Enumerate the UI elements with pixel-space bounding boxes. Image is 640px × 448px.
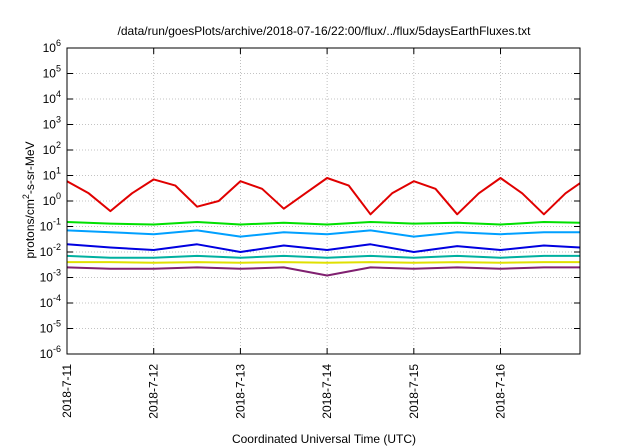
y-axis-ticks: 10-6 10-5 10-4 10-3 10-2 10-1 100 101 102 103 104 1… xyxy=(40,38,61,361)
x-tick-label: 2018-7-13 xyxy=(233,364,247,419)
x-axis-label: Coordinated Universal Time (UTC) xyxy=(232,432,416,446)
y-axis-label: protons/cm2-s-sr-MeV xyxy=(21,141,37,258)
chart-title: /data/run/goesPlots/archive/2018-07-16/2… xyxy=(118,24,532,38)
x-tick-label: 2018-7-12 xyxy=(147,364,161,419)
x-tick-label: 2018-7-15 xyxy=(407,364,421,419)
y-tick-label: 10-2 xyxy=(40,242,61,259)
x-tick-label: 2018-7-14 xyxy=(320,364,334,419)
x-tick-label: 2018-7-16 xyxy=(494,364,508,419)
y-tick-label: 101 xyxy=(43,166,61,183)
y-tick-label: 10-1 xyxy=(40,217,61,234)
series-line xyxy=(66,221,581,226)
series-line xyxy=(66,266,580,277)
series-line xyxy=(66,229,580,238)
y-tick-label: 104 xyxy=(43,89,61,106)
series-line xyxy=(66,254,580,259)
data-series xyxy=(66,177,581,277)
y-tick-label: 100 xyxy=(43,191,61,208)
y-tick-label: 10-4 xyxy=(40,293,61,310)
y-tick-label: 106 xyxy=(43,38,61,55)
y-tick-label: 103 xyxy=(43,115,61,132)
y-tick-label: 102 xyxy=(43,140,61,157)
series-line xyxy=(66,177,581,216)
y-tick-label: 10-6 xyxy=(40,344,61,361)
series-line xyxy=(67,261,580,264)
series-line xyxy=(66,243,581,253)
grid-lines xyxy=(67,48,580,354)
x-tick-label: 2018-7-11 xyxy=(60,364,74,418)
plot-frame xyxy=(66,47,581,355)
y-tick-label: 10-3 xyxy=(40,268,61,285)
x-axis-ticks: 2018-7-11 2018-7-12 2018-7-13 2018-7-14 2018… xyxy=(60,364,508,419)
y-tick-label: 10-5 xyxy=(40,319,61,336)
y-tick-label: 105 xyxy=(43,64,61,81)
axes xyxy=(66,47,581,355)
